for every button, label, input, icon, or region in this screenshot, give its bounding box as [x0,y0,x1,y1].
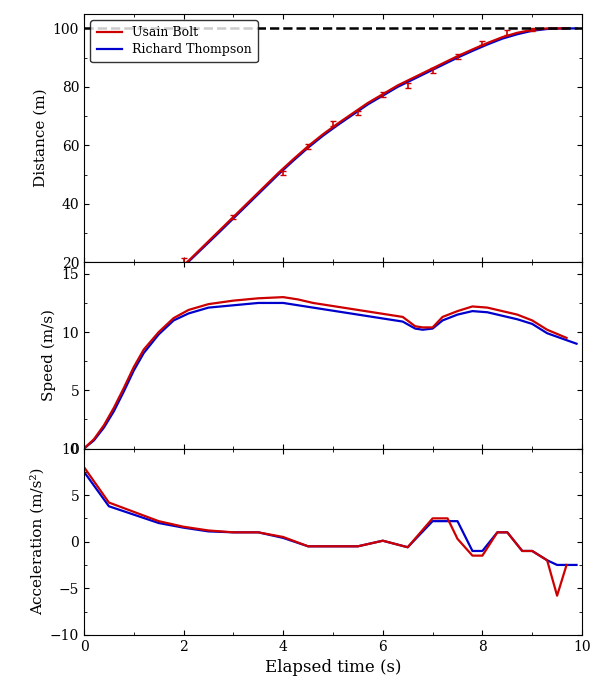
Y-axis label: Acceleration (m/s²): Acceleration (m/s²) [30,468,44,615]
Y-axis label: Distance (m): Distance (m) [33,89,47,187]
X-axis label: Elapsed time (s): Elapsed time (s) [265,659,401,676]
Legend: Usain Bolt, Richard Thompson: Usain Bolt, Richard Thompson [90,20,257,62]
Y-axis label: Speed (m/s): Speed (m/s) [41,309,56,402]
